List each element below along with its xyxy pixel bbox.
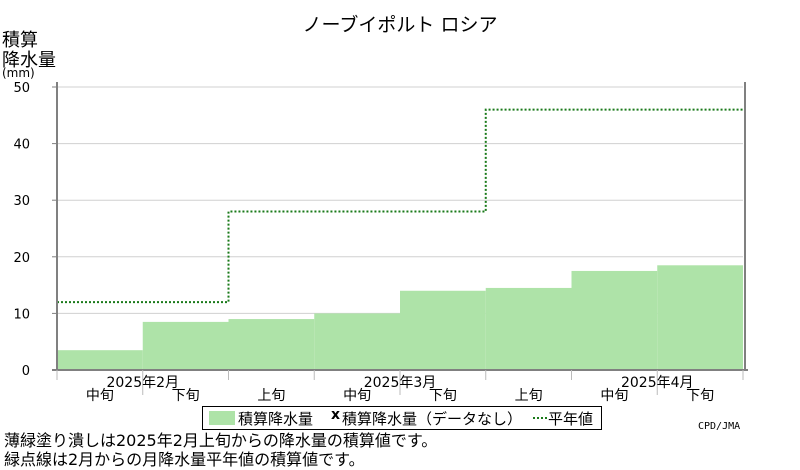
- legend: 積算降水量 x 積算降水量（データなし） 平年値: [202, 406, 602, 430]
- note-normal-description: 緑点線は2月からの月降水量平年値の積算値です。: [4, 450, 365, 469]
- y-tick-label-30: 30: [13, 194, 30, 209]
- normal-step-line: [57, 108, 743, 304]
- legend-normal-dotted-line: [533, 417, 547, 419]
- precip-bar-5: [485, 287, 572, 370]
- legend-fill-label: 積算降水量: [238, 410, 314, 428]
- legend-nodata-marker: x: [331, 407, 341, 423]
- precip-bar-6: [571, 270, 658, 370]
- precip-bar-7: [657, 265, 743, 370]
- y-axis-label-line2: 降水量: [2, 50, 56, 71]
- chart-title: ノーブイポルト ロシア: [302, 14, 498, 36]
- y-tick-label-0: 0: [22, 364, 30, 379]
- y-tick-label-50: 50: [13, 81, 30, 96]
- period-label-2: 上旬: [257, 388, 285, 404]
- y-tick-label-40: 40: [13, 138, 30, 153]
- period-label-3: 中旬: [343, 388, 371, 404]
- y-axis-label-line1: 積算: [2, 30, 38, 51]
- period-label-4: 下旬: [429, 388, 457, 404]
- month-label-0: 2025年2月: [106, 375, 179, 391]
- legend-nodata-label: 積算降水量（データなし）: [342, 410, 523, 428]
- period-label-0: 中旬: [86, 388, 114, 404]
- y-tick-label-10: 10: [13, 307, 30, 322]
- month-label-1: 2025年3月: [364, 375, 437, 391]
- precip-bar-3: [314, 313, 400, 370]
- y-tick-label-20: 20: [13, 251, 30, 266]
- period-label-6: 中旬: [600, 388, 628, 404]
- legend-normal-label: 平年値: [548, 410, 594, 428]
- period-label-1: 下旬: [172, 388, 200, 404]
- precip-bar-4: [400, 290, 486, 370]
- note-fill-description: 薄緑塗り潰しは2025年2月上旬からの降水量の積算値です。: [4, 431, 438, 450]
- precip-bar-0: [57, 350, 143, 370]
- precip-bar-2: [228, 319, 315, 370]
- y-axis-unit: (mm): [2, 66, 35, 80]
- period-label-5: 上旬: [515, 388, 543, 404]
- precip-bar-1: [142, 321, 229, 370]
- month-label-2: 2025年4月: [621, 375, 694, 391]
- period-label-7: 下旬: [686, 388, 714, 404]
- legend-fill-swatch: [209, 411, 235, 425]
- credit-text: CPD/JMA: [698, 421, 741, 432]
